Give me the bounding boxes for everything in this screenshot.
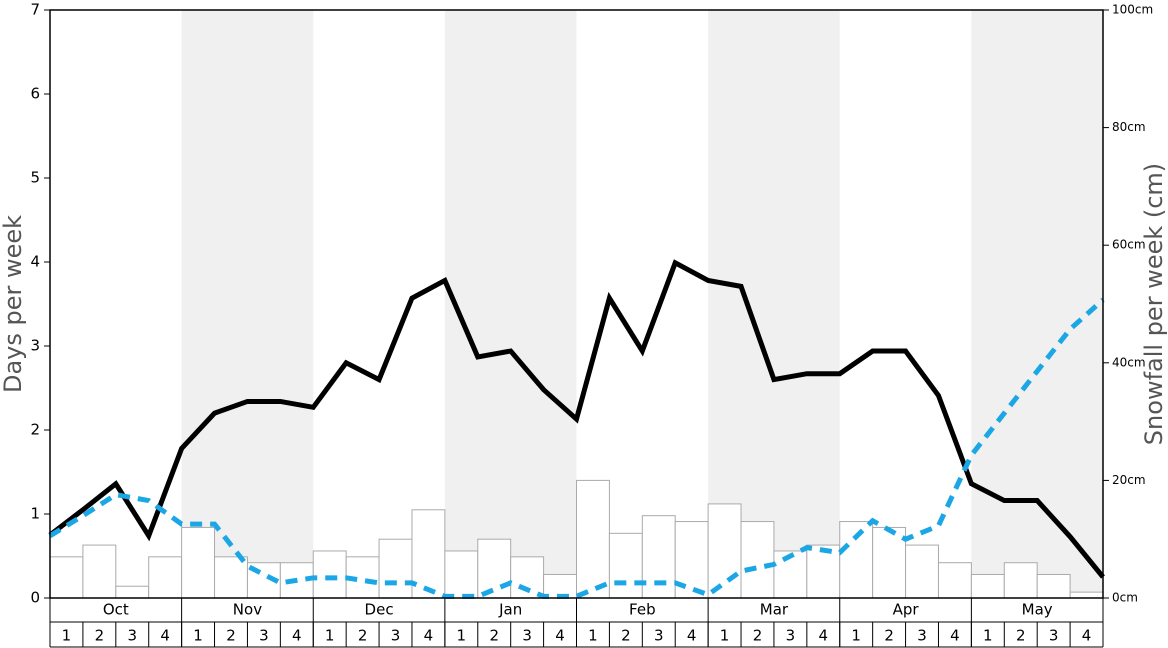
bar xyxy=(312,550,347,599)
bar xyxy=(82,544,117,599)
bar xyxy=(477,538,512,599)
bar xyxy=(148,556,183,599)
bar xyxy=(937,562,972,599)
week-label: 3 xyxy=(127,627,137,645)
y-tick-label: 0 xyxy=(30,589,40,607)
bar xyxy=(1036,573,1071,599)
week-label: 4 xyxy=(555,627,565,645)
plot-frame xyxy=(49,9,1104,599)
month-label: May xyxy=(1022,601,1053,619)
y2-tick-label: 80cm xyxy=(1112,120,1146,134)
week-label: 3 xyxy=(1049,627,1059,645)
week-label: 4 xyxy=(1082,627,1092,645)
bar xyxy=(214,556,248,599)
week-label: 3 xyxy=(654,627,664,645)
week-label: 1 xyxy=(62,627,72,645)
bar xyxy=(839,521,874,599)
week-label: 2 xyxy=(95,627,105,645)
month-label: Dec xyxy=(365,601,394,619)
bar xyxy=(378,538,413,599)
month-shade xyxy=(181,10,314,598)
month-label: Nov xyxy=(233,601,262,619)
y-tick-label: 6 xyxy=(30,85,40,103)
bar xyxy=(608,532,643,599)
y-tick-label: 1 xyxy=(30,505,40,523)
month-shade xyxy=(708,10,840,598)
y-axis-label: Days per week xyxy=(0,215,27,393)
week-label: 1 xyxy=(983,627,993,645)
y2-tick-label: 40cm xyxy=(1112,355,1146,369)
week-label: 3 xyxy=(786,627,796,645)
line xyxy=(48,259,1105,579)
bar xyxy=(872,526,907,599)
bar xyxy=(444,550,479,599)
y-tick-label: 3 xyxy=(30,337,40,355)
bar xyxy=(740,521,775,599)
week-label: 4 xyxy=(819,627,829,645)
week-label: 2 xyxy=(753,627,763,645)
week-label: 4 xyxy=(424,627,434,645)
week-label: 2 xyxy=(489,627,499,645)
bar xyxy=(707,503,742,599)
bar xyxy=(576,479,610,599)
bar xyxy=(411,509,446,599)
month-label: Feb xyxy=(629,601,656,619)
y-tick-label: 7 xyxy=(30,1,40,19)
week-label: 3 xyxy=(917,627,927,645)
y2-tick-label: 100cm xyxy=(1112,3,1153,17)
month-label: Apr xyxy=(893,601,920,619)
bar xyxy=(49,556,84,599)
week-label: 1 xyxy=(193,627,203,645)
line xyxy=(48,297,1105,599)
bar xyxy=(806,544,841,599)
week-label: 1 xyxy=(325,627,335,645)
bar xyxy=(641,515,676,599)
month-label: Mar xyxy=(760,601,789,619)
y2-tick-label: 60cm xyxy=(1112,238,1146,252)
background xyxy=(181,10,1103,598)
week-label: 4 xyxy=(292,627,302,645)
month-label: Jan xyxy=(498,601,522,619)
week-label: 1 xyxy=(851,627,861,645)
bar xyxy=(115,585,150,599)
bar xyxy=(905,544,939,599)
bar xyxy=(181,526,216,599)
y-tick-label: 5 xyxy=(30,169,40,187)
bar xyxy=(1069,591,1104,599)
week-label: 4 xyxy=(950,627,960,645)
week-label: 2 xyxy=(884,627,894,645)
week-label: 1 xyxy=(457,627,467,645)
month-label: Oct xyxy=(103,601,129,619)
y-tick-label: 2 xyxy=(30,421,40,439)
week-label: 2 xyxy=(621,627,631,645)
week-label: 4 xyxy=(160,627,170,645)
bar xyxy=(970,573,1005,599)
y2-axis-label: Snowfall per week (cm) xyxy=(1140,163,1168,445)
y2-tick-label: 20cm xyxy=(1112,473,1146,487)
month-shade xyxy=(971,10,1103,598)
week-label: 2 xyxy=(226,627,236,645)
week-label: 3 xyxy=(522,627,532,645)
bar xyxy=(1003,562,1038,599)
week-label: 2 xyxy=(1016,627,1026,645)
week-label: 2 xyxy=(358,627,368,645)
week-label: 4 xyxy=(687,627,697,645)
y2-tick-label: 0cm xyxy=(1112,591,1138,605)
week-label: 1 xyxy=(588,627,598,645)
week-label: 1 xyxy=(720,627,730,645)
y-tick-label: 4 xyxy=(30,253,40,271)
month-shade xyxy=(444,10,577,598)
week-label: 3 xyxy=(259,627,269,645)
week-label: 3 xyxy=(391,627,401,645)
